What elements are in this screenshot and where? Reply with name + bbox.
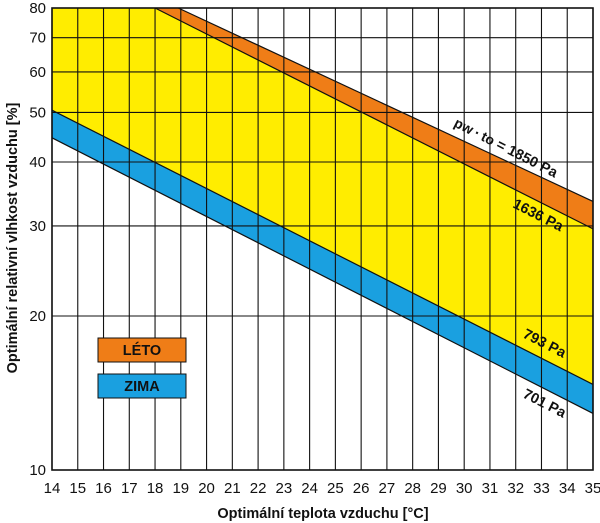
x-tick-30: 30: [456, 480, 473, 497]
band-2: [52, 110, 593, 414]
curve-line-c1636: [154, 7, 594, 230]
curve-line-c793: [51, 109, 594, 385]
x-tick-20: 20: [198, 480, 215, 497]
x-tick-18: 18: [147, 480, 164, 497]
x-tick-16: 16: [95, 480, 112, 497]
y-tick-40: 40: [29, 154, 46, 171]
y-tick-30: 30: [29, 218, 46, 235]
x-tick-32: 32: [507, 480, 524, 497]
legend-swatch-leto: [97, 337, 187, 363]
legend: LÉTO ZIMA: [97, 337, 187, 399]
x-tick-26: 26: [353, 480, 370, 497]
x-tick-21: 21: [224, 480, 241, 497]
y-tick-50: 50: [29, 104, 46, 121]
curve-label-1850-dot: ·: [471, 126, 483, 142]
x-tick-24: 24: [301, 480, 318, 497]
x-tick-19: 19: [172, 480, 189, 497]
curve-label-1850-pw: pw: [452, 114, 477, 137]
x-tick-31: 31: [482, 480, 499, 497]
x-tick-22: 22: [250, 480, 267, 497]
x-tick-35: 35: [585, 480, 600, 497]
band-1: [52, 8, 593, 385]
curve-label-1850-to: to: [479, 128, 498, 148]
y-tick-70: 70: [29, 30, 46, 47]
x-tick-14: 14: [44, 480, 61, 497]
x-tick-27: 27: [379, 480, 396, 497]
y-tick-80: 80: [29, 0, 46, 17]
x-tick-15: 15: [69, 480, 86, 497]
x-tick-33: 33: [533, 480, 550, 497]
y-tick-60: 60: [29, 64, 46, 81]
legend-swatch-zima: [97, 373, 187, 399]
x-tick-29: 29: [430, 480, 447, 497]
y-tick-10: 10: [29, 462, 46, 479]
curve-line-c1850: [177, 7, 594, 202]
curve-line-c701: [51, 137, 594, 414]
curve-lines: [51, 7, 594, 414]
legend-label-zima: ZIMA: [124, 379, 160, 395]
x-axis-title: Optimální teplota vzduchu [°C]: [217, 506, 428, 522]
x-tick-25: 25: [327, 480, 344, 497]
plot-frame: [51, 7, 594, 471]
y-tick-labels: 10 20 30 40 50 60 70 80: [29, 0, 46, 479]
y-tick-20: 20: [29, 308, 46, 325]
x-tick-23: 23: [276, 480, 293, 497]
x-tick-labels: 14 15 16 17 18 19 20 21 22 23 24 25 26 27 28 29 30 31 32 33…: [44, 480, 600, 497]
x-tick-28: 28: [404, 480, 421, 497]
x-tick-17: 17: [121, 480, 138, 497]
legend-label-leto: LÉTO: [123, 342, 161, 359]
y-axis-title: Optimální relativní vlhkost vzduchu [%]: [5, 102, 21, 373]
x-tick-34: 34: [559, 480, 576, 497]
